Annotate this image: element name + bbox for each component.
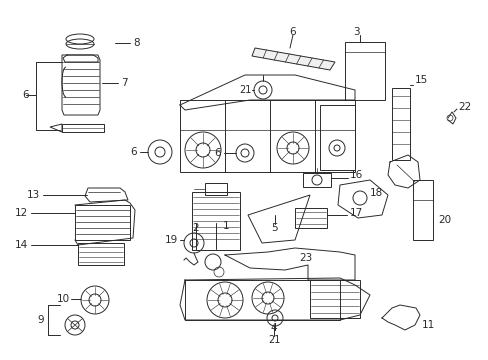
Text: 3: 3	[352, 27, 359, 37]
Polygon shape	[251, 48, 334, 70]
Bar	[319, 105, 354, 170]
Text: 14: 14	[15, 240, 28, 250]
Bar	[391, 88, 409, 160]
Text: 6: 6	[130, 147, 137, 157]
Text: 18: 18	[369, 188, 383, 198]
Text: 10: 10	[57, 294, 70, 304]
Bar	[345, 42, 384, 100]
Bar	[184, 280, 339, 320]
Bar	[303, 173, 330, 187]
Text: 21: 21	[239, 85, 251, 95]
Polygon shape	[50, 124, 62, 132]
Text: 5: 5	[271, 223, 278, 233]
Bar	[309, 280, 359, 318]
Bar	[294, 208, 326, 228]
Text: 1: 1	[222, 221, 229, 231]
Bar	[62, 124, 104, 132]
Text: 22: 22	[457, 102, 470, 112]
Bar	[75, 205, 130, 240]
Bar	[78, 243, 124, 265]
Text: 19: 19	[164, 235, 178, 245]
Bar	[192, 192, 240, 250]
Text: 2: 2	[192, 223, 199, 233]
Text: 11: 11	[421, 320, 434, 330]
Text: 6: 6	[289, 27, 296, 37]
Bar	[412, 180, 432, 240]
Bar	[204, 183, 226, 195]
Text: 7: 7	[121, 78, 127, 88]
Text: 6: 6	[22, 90, 29, 100]
Text: 6: 6	[214, 148, 221, 158]
Text: 17: 17	[349, 208, 363, 218]
Text: 15: 15	[414, 75, 427, 85]
Text: 20: 20	[437, 215, 450, 225]
Text: 23: 23	[299, 253, 312, 263]
Bar	[180, 100, 354, 172]
Text: 9: 9	[37, 315, 44, 325]
Text: 4: 4	[270, 323, 277, 333]
Text: 13: 13	[27, 190, 40, 200]
Text: 16: 16	[349, 170, 363, 180]
Text: 12: 12	[15, 208, 28, 218]
Text: 8: 8	[133, 38, 140, 48]
Text: 21: 21	[267, 335, 280, 345]
